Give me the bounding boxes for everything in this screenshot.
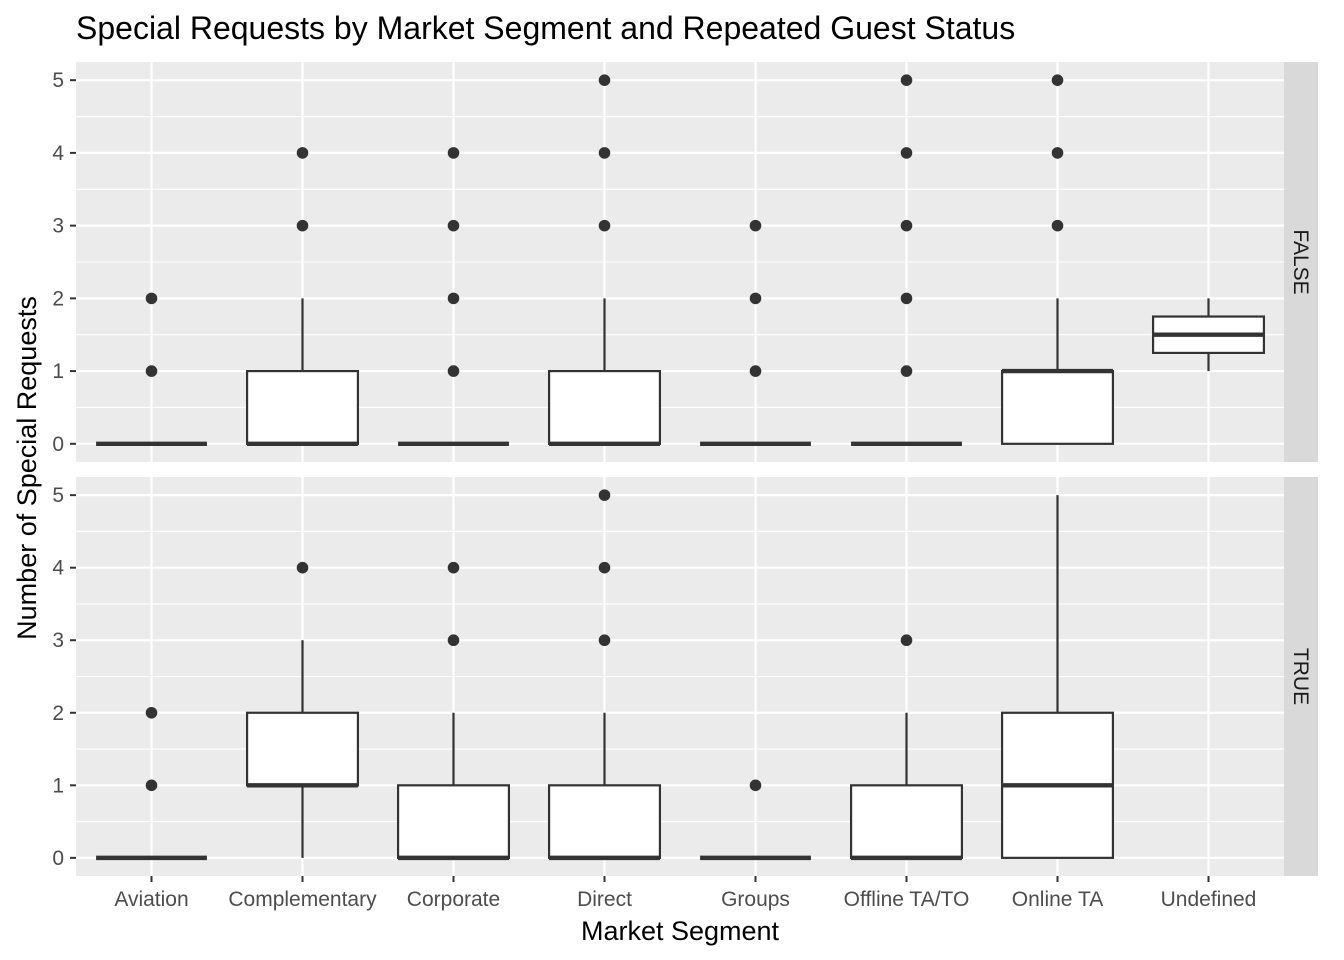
outlier-point — [1051, 219, 1064, 232]
y-tick-label: 0 — [52, 847, 64, 870]
box-online-ta — [1000, 74, 1115, 445]
x-tick-label: Groups — [721, 888, 790, 911]
box-groups — [700, 219, 811, 447]
y-tick-label: 1 — [52, 774, 64, 797]
outlier-point — [900, 74, 913, 86]
box-online-ta — [1000, 495, 1115, 859]
box-direct — [547, 74, 662, 447]
box-body — [849, 784, 964, 859]
x-tick-label: Undefined — [1161, 888, 1257, 911]
outlier-point — [900, 147, 913, 159]
outlier-point — [598, 561, 611, 574]
outlier-point — [749, 779, 762, 792]
facet-panels: 0 1 2 3 4 5 FALSE 0 1 2 3 4 5 TRUE Aviation Complementa… — [52, 62, 1318, 911]
box-complementary — [245, 561, 360, 858]
y-tick-label: 5 — [52, 484, 64, 507]
facet-strip-label: TRUE — [1289, 648, 1312, 705]
box-body — [245, 369, 360, 445]
x-tick-label: Offline TA/TO — [844, 888, 970, 911]
y-tick-label: 4 — [52, 557, 64, 580]
outlier-point — [598, 74, 611, 86]
box-aviation — [96, 292, 207, 447]
outlier-point — [145, 292, 158, 305]
outlier-point — [1051, 74, 1064, 86]
outlier-point — [598, 147, 611, 159]
outlier-point — [145, 365, 158, 377]
y-tick-label: 3 — [52, 629, 64, 652]
outlier-point — [900, 292, 913, 305]
box-offline-ta-to — [851, 74, 962, 447]
box-aviation — [96, 706, 207, 861]
box-body — [547, 784, 662, 859]
outlier-point — [900, 219, 913, 232]
outlier-point — [296, 219, 309, 232]
box-corporate — [398, 147, 509, 447]
box-body — [1000, 369, 1115, 445]
y-tick-label: 3 — [52, 215, 64, 238]
outlier-point — [598, 489, 611, 501]
outlier-point — [900, 365, 913, 377]
box-offline-ta-to — [849, 634, 964, 861]
x-tick-label: Direct — [577, 888, 632, 911]
box-undefined — [1151, 298, 1266, 372]
y-tick-label: 2 — [52, 702, 64, 725]
outlier-point — [145, 706, 158, 719]
outlier-point — [749, 365, 762, 377]
outlier-point — [598, 634, 611, 647]
x-tick-label: Aviation — [114, 888, 188, 911]
facet-strip-label: FALSE — [1289, 229, 1312, 294]
y-tick-label: 1 — [52, 360, 64, 383]
outlier-point — [1051, 147, 1064, 159]
outlier-point — [900, 634, 913, 647]
outlier-point — [447, 365, 460, 377]
y-axis-title: Number of Special Requests — [12, 296, 42, 640]
y-tick-label: 4 — [52, 142, 64, 165]
box-direct — [547, 489, 662, 861]
y-tick-label: 0 — [52, 433, 64, 456]
box-body — [547, 369, 662, 445]
box-complementary — [245, 147, 360, 447]
outlier-point — [447, 634, 460, 647]
facet-panel-false: 0 1 2 3 4 5 FALSE — [52, 62, 1318, 462]
facet-strip — [1284, 62, 1318, 462]
y-tick-label: 2 — [52, 287, 64, 310]
box-corporate — [396, 561, 511, 861]
x-axis-title: Market Segment — [581, 916, 780, 946]
box-body — [245, 711, 360, 787]
outlier-point — [447, 561, 460, 574]
outlier-point — [145, 779, 158, 792]
outlier-point — [447, 219, 460, 232]
outlier-point — [749, 219, 762, 232]
x-tick-label: Complementary — [228, 888, 377, 911]
outlier-point — [749, 292, 762, 305]
facet-panel-true: 0 1 2 3 4 5 TRUE — [52, 477, 1318, 876]
chart-title: Special Requests by Market Segment and R… — [76, 10, 1015, 46]
outlier-point — [296, 561, 309, 574]
y-tick-label: 5 — [52, 69, 64, 92]
box-groups — [700, 779, 811, 861]
outlier-point — [598, 219, 611, 232]
outlier-point — [447, 292, 460, 305]
x-tick-label: Online TA — [1012, 888, 1103, 911]
outlier-point — [296, 147, 309, 159]
x-tick-label: Corporate — [407, 888, 500, 911]
outlier-point — [447, 147, 460, 159]
box-body — [396, 784, 511, 859]
facet-strip — [1284, 477, 1318, 876]
